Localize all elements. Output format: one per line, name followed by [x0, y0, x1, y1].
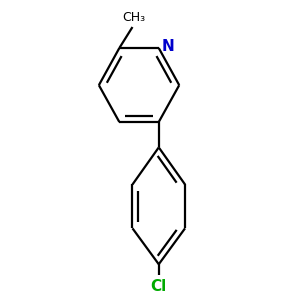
Text: Cl: Cl: [151, 279, 167, 294]
Text: N: N: [161, 39, 174, 54]
Text: CH₃: CH₃: [122, 11, 146, 23]
